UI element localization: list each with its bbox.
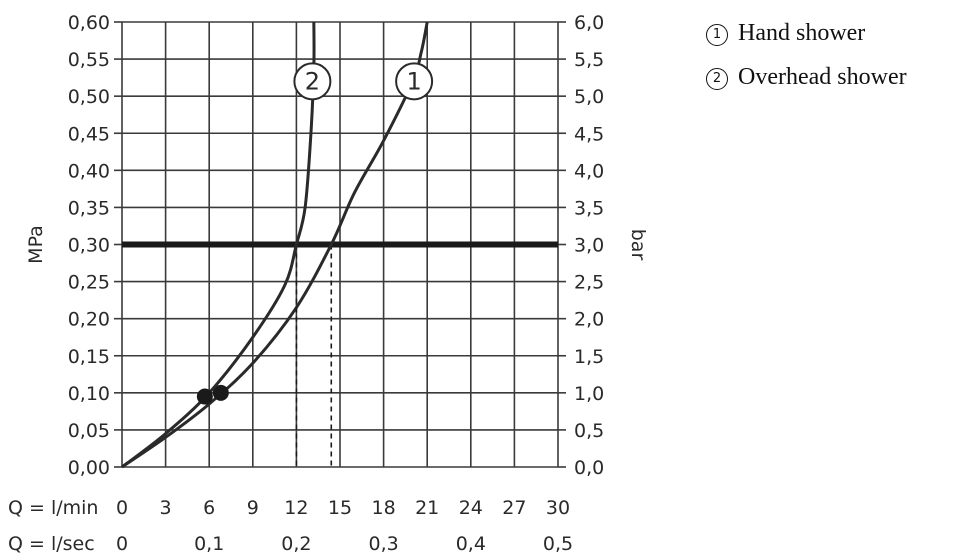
y-right-tick-label: 6,0: [574, 12, 604, 34]
y-left-tick-label: 0,00: [68, 457, 110, 479]
y-left-tick-label: 0,45: [68, 123, 110, 145]
y-left-tick-label: 0,15: [68, 346, 110, 368]
x-lsec-tick-label: 0: [116, 533, 128, 555]
x-lmin-tick-label: 24: [459, 497, 483, 519]
y-right-tick-label: 5,5: [574, 49, 604, 71]
y-axis-right-label: bar: [627, 229, 649, 261]
y-right-tick-label: 0,0: [574, 457, 604, 479]
y-left-tick-label: 0,60: [68, 12, 110, 34]
x-lmin-tick-label: 30: [546, 497, 570, 519]
x-lmin-tick-label: 27: [502, 497, 526, 519]
legend-label-hand-shower: Hand shower: [738, 20, 866, 46]
legend-item-hand-shower: 1 Hand shower: [706, 16, 907, 60]
x-lmin-tick-label: 21: [415, 497, 439, 519]
legend-mark-2: 2: [706, 68, 728, 90]
y-left-tick-label: 0,55: [68, 49, 110, 71]
x-axis-lmin-label: Q = l/min: [8, 497, 98, 519]
legend-mark-1: 1: [706, 24, 728, 46]
y-right-tick-label: 2,0: [574, 309, 604, 331]
legend-label-overhead-shower: Overhead shower: [738, 64, 907, 90]
chart-legend: 1 Hand shower 2 Overhead shower: [706, 16, 907, 104]
x-axis-lsec-label: Q = l/sec: [8, 533, 95, 555]
x-lsec-tick-label: 0,4: [456, 533, 486, 555]
x-lmin-tick-label: 9: [247, 497, 259, 519]
y-right-tick-label: 1,0: [574, 383, 604, 405]
y-right-tick-label: 3,5: [574, 197, 604, 219]
series-curves: 12: [121, 21, 434, 469]
series-marker-2: [196, 388, 213, 405]
x-lmin-tick-label: 12: [284, 497, 308, 519]
x-lsec-tick-label: 0,2: [281, 533, 311, 555]
x-lmin-tick-label: 6: [203, 497, 215, 519]
y-left-tick-label: 0,05: [68, 420, 110, 442]
tick-labels: 0,000,050,100,150,200,250,300,350,400,45…: [68, 12, 605, 555]
series-badge-2: [293, 62, 332, 101]
y-right-tick-label: 5,0: [574, 86, 604, 108]
y-left-tick-label: 0,50: [68, 86, 110, 108]
series-badge-label-2: 2: [305, 67, 320, 95]
series-marker-1: [212, 384, 229, 401]
series-badge-label-1: 1: [406, 67, 421, 95]
y-right-tick-label: 3,0: [574, 235, 604, 257]
x-lmin-tick-label: 3: [160, 497, 172, 519]
legend-item-overhead-shower: 2 Overhead shower: [706, 60, 907, 104]
y-left-tick-label: 0,25: [68, 272, 110, 294]
x-lsec-tick-label: 0,5: [543, 533, 573, 555]
series-badge-1: [395, 62, 434, 101]
y-right-tick-label: 1,5: [574, 346, 604, 368]
y-left-tick-label: 0,40: [68, 160, 110, 182]
y-right-tick-label: 4,5: [574, 123, 604, 145]
y-axis-left-label: MPa: [25, 225, 47, 264]
x-lmin-tick-label: 18: [372, 497, 396, 519]
y-right-tick-label: 4,0: [574, 160, 604, 182]
y-right-tick-label: 0,5: [574, 420, 604, 442]
x-lsec-tick-label: 0,3: [368, 533, 398, 555]
y-left-tick-label: 0,35: [68, 197, 110, 219]
x-lsec-tick-label: 0,1: [194, 533, 224, 555]
x-lmin-tick-label: 0: [116, 497, 128, 519]
x-lmin-tick-label: 15: [328, 497, 352, 519]
y-left-tick-label: 0,30: [68, 235, 110, 257]
y-right-tick-label: 2,5: [574, 272, 604, 294]
y-left-tick-label: 0,20: [68, 309, 110, 331]
y-left-tick-label: 0,10: [68, 383, 110, 405]
